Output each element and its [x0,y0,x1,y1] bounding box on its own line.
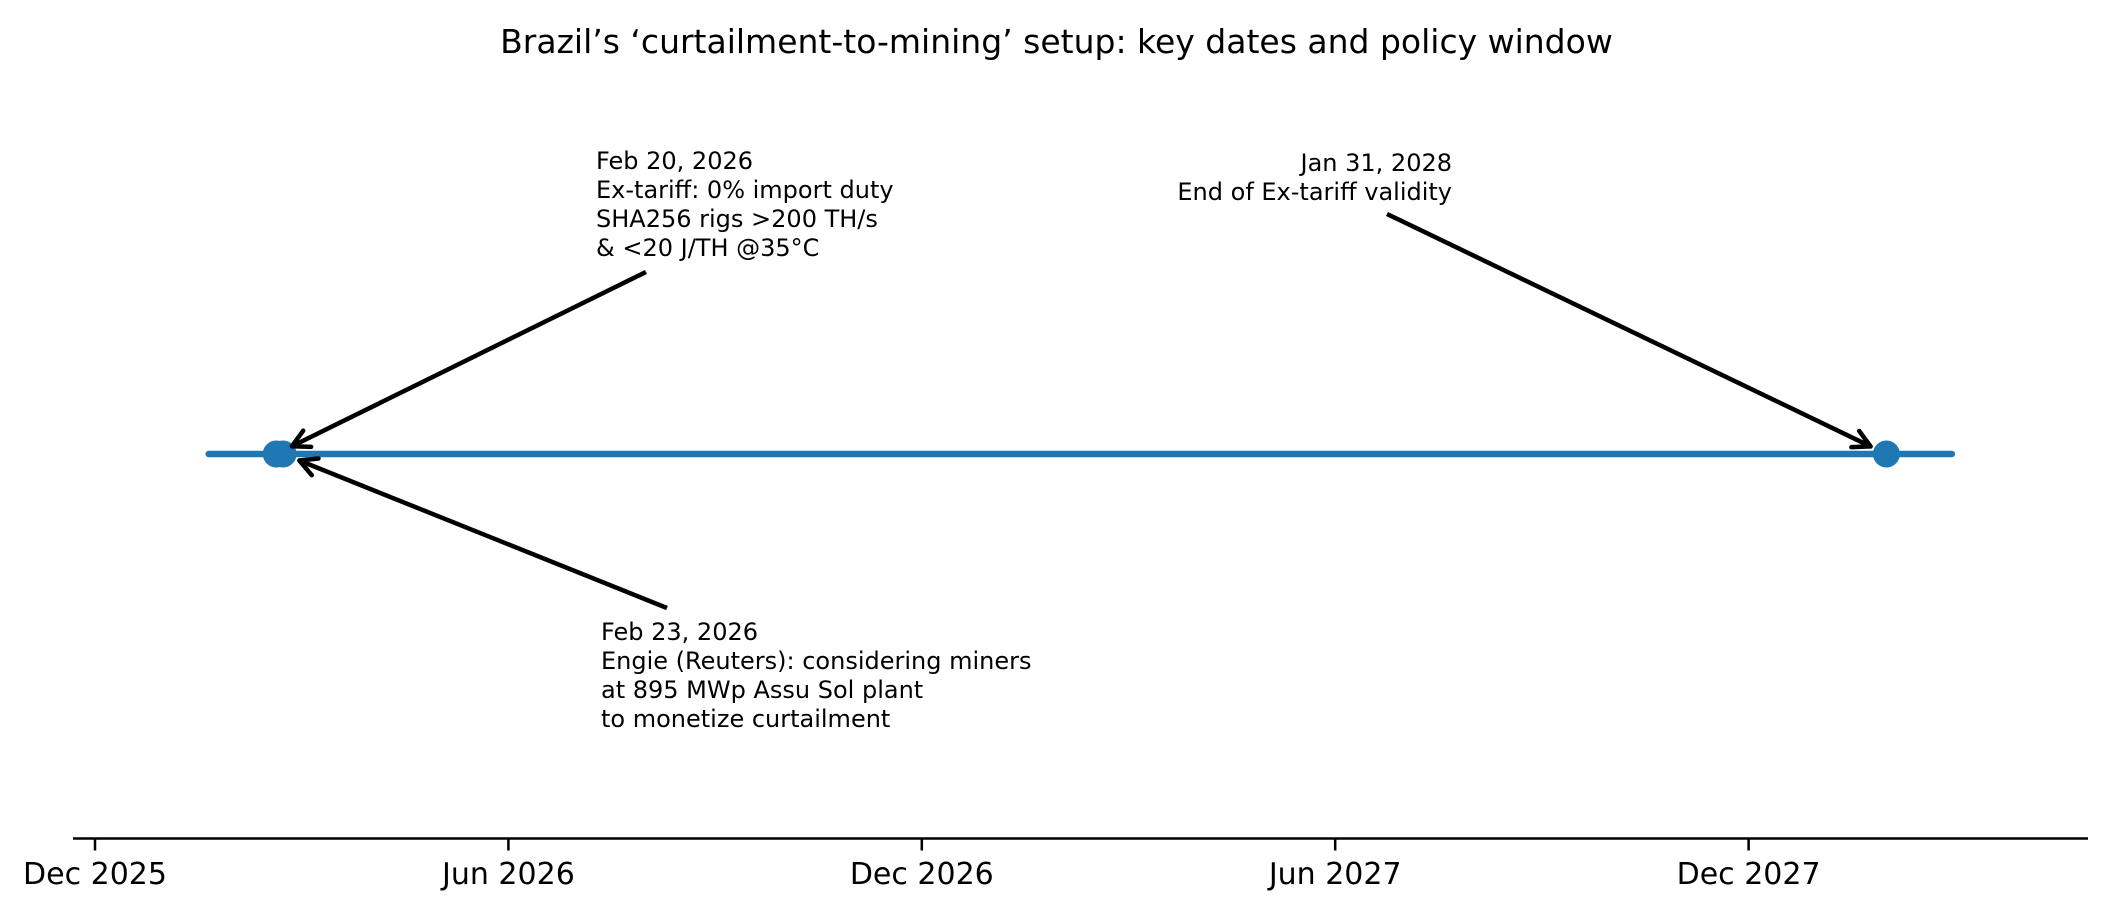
annotation-arrow-feb-20-2026 [289,269,647,450]
event-marker-jan-31-2028 [1872,440,1900,468]
annotation-ex-tariff-end: Jan 31, 2028 End of Ex-tariff validity [1177,149,1452,206]
annotation-ex-tariff-start: Feb 20, 2026 Ex-tariff: 0% import duty S… [596,147,894,262]
annotation-arrow-jan-31-2028 [1386,211,1873,450]
x-tick-label: Jun 2026 [440,857,575,892]
chart-title: Brazil’s ‘curtailment-to-mining’ setup: … [500,22,1613,61]
x-tick-label: Dec 2027 [1677,857,1821,892]
x-tick-label: Jun 2027 [1267,857,1402,892]
x-tick-label: Dec 2026 [850,857,994,892]
annotation-engie-assu-sol: Feb 23, 2026 Engie (Reuters): considerin… [601,618,1032,733]
x-tick-label: Dec 2025 [23,857,167,892]
annotation-arrow-feb-23-2026 [297,456,668,611]
